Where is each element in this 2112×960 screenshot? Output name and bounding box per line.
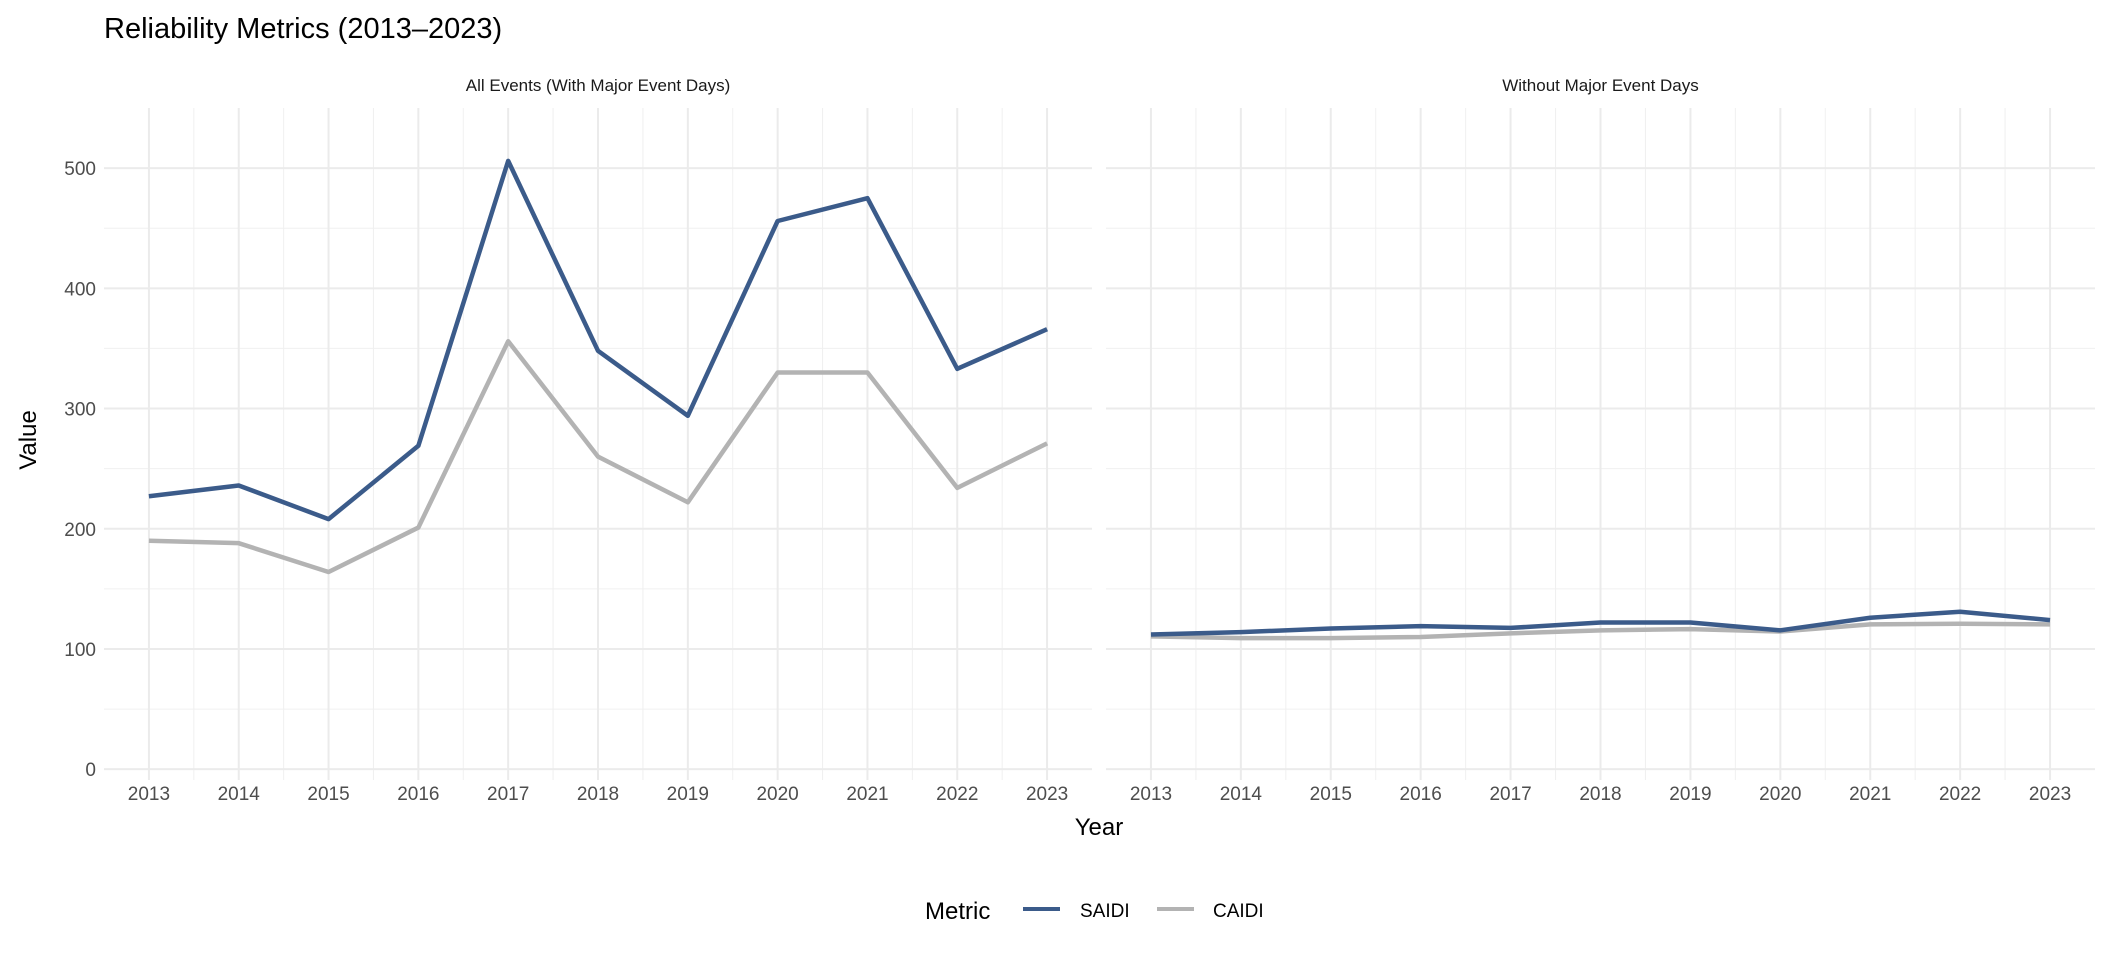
x-tick-label: 2014 — [1220, 784, 1263, 805]
y-tick-label: 400 — [64, 279, 96, 300]
x-tick-label: 2020 — [1759, 784, 1801, 805]
x-tick-label: 2017 — [487, 784, 529, 805]
x-tick-label: 2020 — [756, 784, 798, 805]
x-tick-label: 2019 — [667, 784, 709, 805]
panel-strip-label: All Events (With Major Event Days) — [466, 76, 731, 95]
x-tick-label: 2022 — [936, 784, 978, 805]
x-tick-label: 2016 — [397, 784, 439, 805]
x-tick-label: 2018 — [1579, 784, 1621, 805]
legend-label-saidi: SAIDI — [1080, 901, 1130, 922]
panel-1: All Events (With Major Event Days) 0 100 20… — [64, 76, 1092, 805]
y-tick-label: 500 — [64, 159, 96, 180]
chart-title: Reliability Metrics (2013–2023) — [104, 13, 502, 45]
panel-strip-label: Without Major Event Days — [1502, 76, 1699, 95]
x-tick-label: 2014 — [218, 784, 261, 805]
x-tick-label: 2013 — [128, 784, 170, 805]
legend-label-caidi: CAIDI — [1213, 901, 1264, 922]
panel-2: Without Major Event Days 2013 2014 2015 2016… — [1106, 76, 2095, 805]
y-axis-label: Value — [15, 410, 42, 470]
legend: Metric SAIDI CAIDI — [925, 898, 1264, 925]
x-tick-label: 2015 — [1310, 784, 1352, 805]
x-tick-label: 2019 — [1669, 784, 1711, 805]
x-tick-label: 2023 — [2029, 784, 2071, 805]
x-tick-label: 2021 — [846, 784, 888, 805]
x-tick-label: 2015 — [307, 784, 349, 805]
x-axis-label: Year — [1075, 814, 1124, 841]
y-tick-label: 200 — [64, 520, 96, 541]
x-tick-label: 2018 — [577, 784, 619, 805]
x-tick-label: 2013 — [1130, 784, 1172, 805]
y-tick-label: 100 — [64, 640, 96, 661]
x-tick-label: 2023 — [1026, 784, 1068, 805]
y-tick-label: 0 — [85, 760, 96, 781]
x-tick-label: 2016 — [1400, 784, 1442, 805]
y-tick-label: 300 — [64, 400, 96, 421]
legend-title: Metric — [925, 898, 990, 925]
x-tick-label: 2021 — [1849, 784, 1891, 805]
x-tick-label: 2022 — [1939, 784, 1981, 805]
x-tick-label: 2017 — [1489, 784, 1531, 805]
